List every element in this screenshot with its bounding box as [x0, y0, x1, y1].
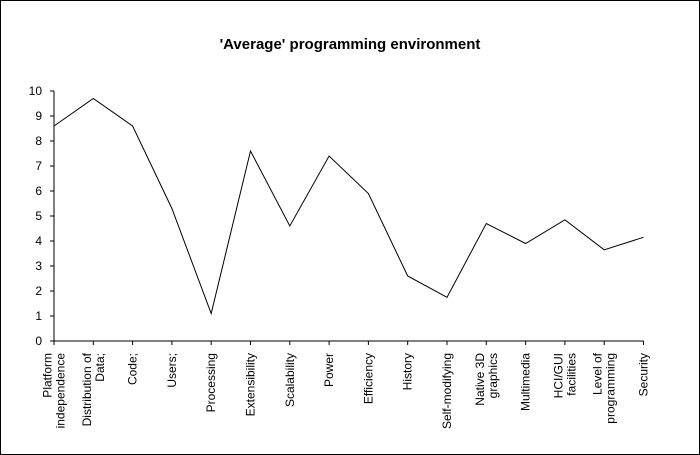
- x-tick-label-line: independence: [54, 353, 68, 429]
- x-tick-label-line: HCI/GUI: [551, 353, 565, 398]
- x-tick-label: Power: [322, 353, 336, 387]
- series-line: [53, 97, 644, 316]
- chart-axes: [53, 91, 644, 342]
- y-tick-label: 4: [35, 234, 42, 248]
- x-tick-label-line: Distribution of: [80, 352, 94, 426]
- x-tick-label: Distribution of Data;: [80, 352, 107, 426]
- x-tick-label: History: [401, 353, 415, 390]
- x-tick-label-line: graphics: [486, 353, 500, 398]
- x-tick-label: Processing: [204, 353, 218, 412]
- x-tick-label: Security: [637, 353, 651, 396]
- x-tick-label: Code;: [126, 353, 140, 385]
- y-tick-label: 2: [35, 284, 42, 298]
- x-tick-label-line: Security: [637, 353, 651, 396]
- y-tick-label: 0: [35, 334, 42, 348]
- x-tick-label: Level of programming: [591, 352, 618, 423]
- y-tick-label: 8: [35, 134, 42, 148]
- x-axis-ticks: Platform independence Distribution of Data;…: [41, 341, 651, 429]
- x-tick-label-line: facilities: [564, 353, 578, 396]
- y-tick-label: 3: [35, 259, 42, 273]
- y-tick-label: 6: [35, 184, 42, 198]
- y-tick-label: 10: [29, 84, 43, 98]
- x-tick-label-line: Efficiency: [361, 353, 375, 404]
- x-tick-label-line: Platform: [41, 353, 55, 398]
- x-tick-label-line: Level of: [591, 352, 605, 395]
- y-tick-label: 5: [35, 209, 42, 223]
- x-tick-label: HCI/GUI facilities: [551, 353, 578, 398]
- x-tick-label: Self-modifying: [440, 353, 454, 429]
- x-tick-label-line: Power: [322, 353, 336, 387]
- x-tick-label-line: Self-modifying: [440, 353, 454, 429]
- x-tick-label-line: programming: [604, 353, 618, 424]
- series-line-group: [53, 97, 644, 316]
- x-tick-label-line: Extensibility: [244, 353, 258, 416]
- x-tick-label-line: Scalability: [283, 353, 297, 407]
- y-tick-label: 9: [35, 109, 42, 123]
- x-tick-label-line: Multimedia: [519, 353, 533, 411]
- x-tick-label: Scalability: [283, 353, 297, 407]
- y-tick-label: 7: [35, 159, 42, 173]
- x-tick-label: Native 3D graphics: [473, 353, 500, 406]
- x-tick-label: Extensibility: [244, 353, 258, 416]
- y-axis-ticks: 0 1 2 3 4 5 6 7 8 9 10: [29, 84, 54, 348]
- x-tick-label-line: History: [401, 353, 415, 390]
- x-tick-label: Multimedia: [519, 353, 533, 411]
- x-tick-label-line: Processing: [204, 353, 218, 412]
- x-tick-label-line: Code;: [126, 353, 140, 385]
- chart-title: 'Average' programming environment: [219, 36, 481, 53]
- y-tick-label: 1: [35, 309, 42, 323]
- x-tick-label: Efficiency: [361, 353, 375, 404]
- x-tick-label: Platform independence: [41, 353, 68, 429]
- x-tick-label: Users;: [165, 353, 179, 388]
- x-tick-label-line: Native 3D: [473, 353, 487, 406]
- x-tick-label-line: Users;: [165, 353, 179, 388]
- x-tick-label-line: Data;: [93, 353, 107, 382]
